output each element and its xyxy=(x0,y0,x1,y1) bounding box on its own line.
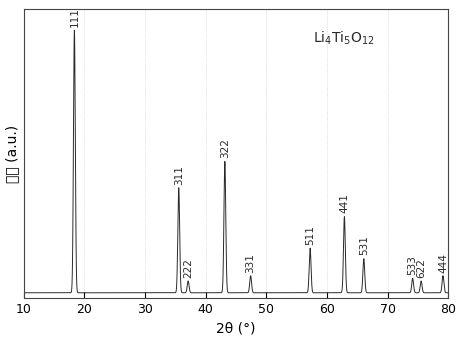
Text: 511: 511 xyxy=(305,225,315,245)
Text: 533: 533 xyxy=(407,255,418,275)
Text: 444: 444 xyxy=(438,253,448,272)
Text: 322: 322 xyxy=(220,138,230,158)
Text: 331: 331 xyxy=(246,253,255,272)
Text: 531: 531 xyxy=(359,236,369,255)
Text: 622: 622 xyxy=(416,258,426,278)
Text: 222: 222 xyxy=(183,258,193,278)
Y-axis label: 强度 (a.u.): 强度 (a.u.) xyxy=(6,124,19,183)
Text: Li$_4$Ti$_5$O$_{12}$: Li$_4$Ti$_5$O$_{12}$ xyxy=(312,29,374,47)
Text: 311: 311 xyxy=(174,165,184,184)
Text: 111: 111 xyxy=(69,7,79,27)
X-axis label: 2θ (°): 2θ (°) xyxy=(216,322,256,336)
Text: 441: 441 xyxy=(340,194,349,213)
